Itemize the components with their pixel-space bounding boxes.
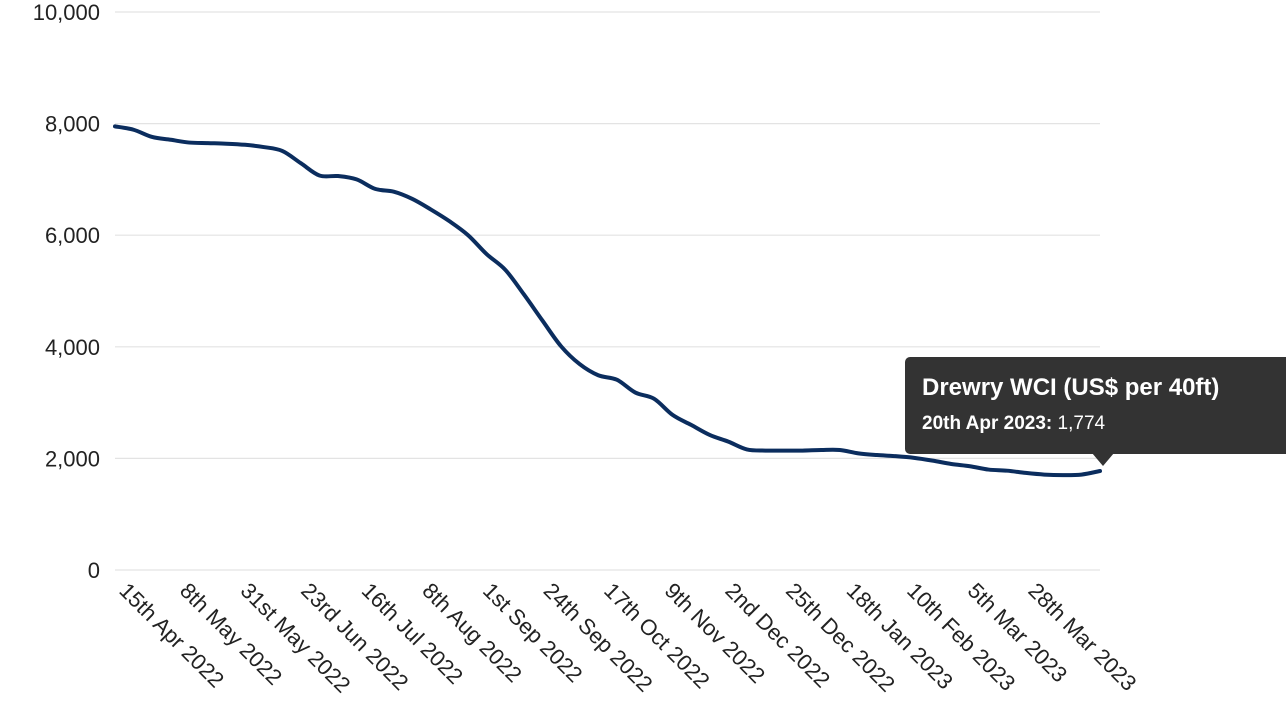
x-tick-label: 17th Oct 2022: [599, 578, 714, 693]
data-point[interactable]: [782, 449, 786, 453]
y-tick-label: 0: [88, 558, 100, 583]
data-point[interactable]: [875, 453, 879, 457]
data-point[interactable]: [801, 449, 805, 453]
data-point[interactable]: [578, 362, 582, 366]
x-tick-label: 2nd Dec 2022: [720, 578, 835, 693]
x-tick-label: 10th Feb 2023: [902, 578, 1020, 696]
data-point[interactable]: [206, 141, 210, 145]
tooltip-value: 1,774: [1057, 413, 1106, 434]
x-tick-label: 28th Mar 2023: [1023, 578, 1141, 696]
data-point[interactable]: [522, 292, 526, 296]
data-point[interactable]: [912, 456, 916, 460]
data-point[interactable]: [392, 190, 396, 194]
data-point[interactable]: [1024, 471, 1028, 475]
data-point[interactable]: [633, 391, 637, 395]
data-point[interactable]: [968, 464, 972, 468]
data-point[interactable]: [540, 319, 544, 323]
y-tick-label: 8,000: [45, 112, 100, 137]
data-point[interactable]: [466, 233, 470, 237]
tooltip-date: 20th Apr 2023: [922, 413, 1046, 434]
data-point[interactable]: [187, 141, 191, 145]
data-point[interactable]: [763, 449, 767, 453]
y-tick-label: 2,000: [45, 446, 100, 471]
data-point[interactable]: [652, 397, 656, 401]
data-point[interactable]: [1042, 473, 1046, 477]
data-point[interactable]: [949, 462, 953, 466]
tooltip-separator: :: [1045, 413, 1058, 434]
data-point[interactable]: [113, 124, 117, 128]
data-point[interactable]: [596, 373, 600, 377]
data-point[interactable]: [336, 174, 340, 178]
data-point[interactable]: [1005, 469, 1009, 473]
tooltip-row: 20th Apr 2023: 1,774: [922, 413, 1286, 435]
data-point[interactable]: [299, 161, 303, 165]
x-tick-label: 23rd Jun 2022: [296, 578, 413, 695]
data-point[interactable]: [262, 145, 266, 149]
data-point[interactable]: [856, 451, 860, 455]
data-point[interactable]: [819, 448, 823, 452]
data-point[interactable]: [671, 413, 675, 417]
data-point[interactable]: [726, 440, 730, 444]
y-tick-label: 6,000: [45, 223, 100, 248]
data-point[interactable]: [986, 468, 990, 472]
data-point[interactable]: [689, 423, 693, 427]
data-point[interactable]: [132, 128, 136, 132]
data-point[interactable]: [503, 268, 507, 272]
data-point[interactable]: [838, 448, 842, 452]
data-point[interactable]: [169, 138, 173, 142]
data-point[interactable]: [1098, 469, 1102, 473]
x-tick-label: 18th Jan 2023: [842, 578, 958, 694]
data-point[interactable]: [708, 433, 712, 437]
y-axis-tick-labels: 0 2,000 4,000 6,000 8,000 10,000: [33, 0, 100, 583]
data-point[interactable]: [615, 378, 619, 382]
data-tooltip: Drewry WCI (US$ per 40ft) 20th Apr 2023:…: [905, 357, 1286, 454]
tooltip-title: Drewry WCI (US$ per 40ft): [922, 374, 1220, 401]
data-point[interactable]: [280, 149, 284, 153]
data-point[interactable]: [355, 177, 359, 181]
data-point[interactable]: [559, 344, 563, 348]
data-point[interactable]: [745, 447, 749, 451]
data-point[interactable]: [317, 173, 321, 177]
tooltip-pointer: [1092, 453, 1114, 466]
grid-lines: [115, 11, 1100, 571]
data-point[interactable]: [373, 187, 377, 191]
data-point[interactable]: [429, 208, 433, 212]
data-point[interactable]: [1079, 473, 1083, 477]
data-point[interactable]: [1061, 473, 1065, 477]
data-point[interactable]: [894, 454, 898, 458]
series-line: [113, 124, 1102, 478]
data-point[interactable]: [410, 197, 414, 201]
x-tick-label: 15th Apr 2022: [114, 578, 229, 693]
series-layer: [113, 124, 1102, 478]
data-point[interactable]: [448, 219, 452, 223]
data-point[interactable]: [931, 459, 935, 463]
y-tick-label: 4,000: [45, 335, 100, 360]
data-point[interactable]: [243, 143, 247, 147]
data-point[interactable]: [225, 142, 229, 146]
y-tick-label: 10,000: [33, 0, 100, 25]
data-point[interactable]: [150, 135, 154, 139]
data-point[interactable]: [485, 252, 489, 256]
